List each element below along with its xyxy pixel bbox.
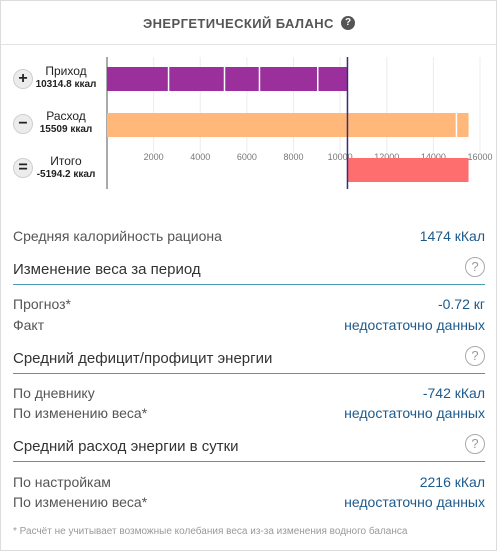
weight-change-title: Изменение веса за период xyxy=(13,261,201,278)
deficit-help-icon[interactable]: ? xyxy=(465,346,485,366)
avg-calories-value: 1474 кКал xyxy=(419,228,485,244)
help-icon[interactable]: ? xyxy=(341,16,355,30)
settings-value: 2216 кКал xyxy=(419,474,485,490)
tick-label: 14000 xyxy=(421,152,446,162)
avg-calories-label: Средняя калорийность рациона xyxy=(13,228,222,244)
minus-icon: − xyxy=(13,114,33,134)
tick-label: 4000 xyxy=(190,152,210,162)
weight-change-section-header: Изменение веса за период ? xyxy=(13,257,485,285)
tick-label: 10000 xyxy=(328,152,353,162)
income-label: Приход 10314.8 ккал xyxy=(27,65,105,91)
footnote: * Расчёт не учитывает возможные колебани… xyxy=(13,526,408,537)
bar-0 xyxy=(107,67,348,91)
expense-label: Расход 15509 ккал xyxy=(27,110,105,136)
diary-value: -742 кКал xyxy=(422,385,485,401)
settings-label: По настройкам xyxy=(13,474,111,490)
weight-change-help-icon[interactable]: ? xyxy=(465,257,485,277)
deficit-title: Средний дефицит/профицит энергии xyxy=(13,350,273,367)
fact-label: Факт xyxy=(13,317,45,333)
expense-section-header: Средний расход энергии в сутки ? xyxy=(13,434,485,462)
total-value: -5194.2 ккал xyxy=(36,169,96,180)
tick-label: 8000 xyxy=(283,152,303,162)
balance-chart-svg: 2000 4000 6000 8000 10000 12000 14000 16000 xyxy=(106,57,493,189)
income-label-text: Приход xyxy=(45,64,87,78)
fact-value: недостаточно данных xyxy=(344,317,485,333)
balance-chart: + Приход 10314.8 ккал − Расход 15509 кка… xyxy=(1,53,496,203)
expense-value: 15509 ккал xyxy=(39,124,93,135)
page-title: ЭНЕРГЕТИЧЕСКИЙ БАЛАНС xyxy=(143,16,334,31)
equals-icon: = xyxy=(13,158,33,178)
income-value: 10314.8 ккал xyxy=(35,79,97,90)
tick-label: 6000 xyxy=(237,152,257,162)
tick-label: 12000 xyxy=(374,152,399,162)
deficit-weight-value: недостаточно данных xyxy=(344,405,485,421)
bar-1 xyxy=(107,113,469,137)
expense-label-text: Расход xyxy=(46,109,86,123)
expense-weight-value: недостаточно данных xyxy=(344,494,485,510)
bar-2 xyxy=(347,158,469,182)
tick-label: 16000 xyxy=(467,152,492,162)
deficit-weight-label: По изменению веса* xyxy=(13,405,148,421)
expense-weight-label: По изменению веса* xyxy=(13,494,148,510)
panel-header: ЭНЕРГЕТИЧЕСКИЙ БАЛАНС ? xyxy=(1,1,496,45)
tick-label: 2000 xyxy=(144,152,164,162)
expense-title: Средний расход энергии в сутки xyxy=(13,438,239,455)
expense-help-icon[interactable]: ? xyxy=(465,434,485,454)
plus-icon: + xyxy=(13,69,33,89)
diary-label: По дневнику xyxy=(13,385,95,401)
total-label-text: Итого xyxy=(50,154,82,168)
forecast-label: Прогноз* xyxy=(13,296,71,312)
total-label: Итого -5194.2 ккал xyxy=(27,155,105,181)
forecast-value: -0.72 кг xyxy=(437,296,485,312)
deficit-section-header: Средний дефицит/профицит энергии ? xyxy=(13,346,485,374)
